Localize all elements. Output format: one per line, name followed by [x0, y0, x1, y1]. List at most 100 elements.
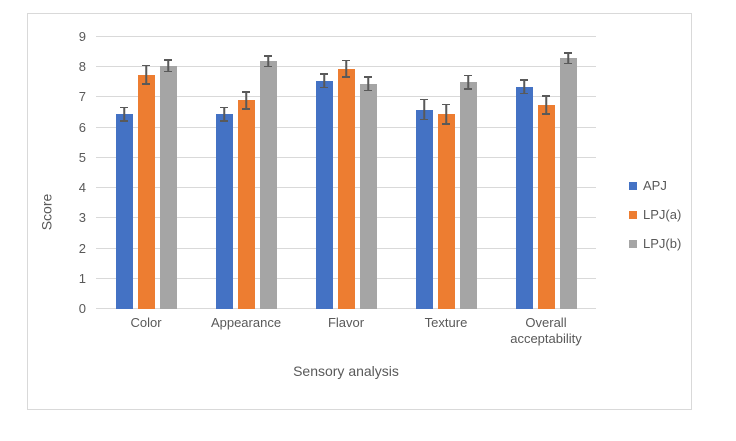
- y-tick-label-7: 7: [78, 89, 86, 105]
- error-bar-cap-bottom: [442, 123, 450, 125]
- error-bar: [420, 98, 428, 121]
- error-bar-cap-bottom: [342, 76, 350, 78]
- error-bar-line: [523, 79, 525, 95]
- error-bar: [464, 74, 472, 90]
- error-bar: [342, 59, 350, 78]
- error-bar-line: [567, 52, 569, 65]
- y-tick-label-4: 4: [78, 180, 86, 196]
- error-bar: [442, 103, 450, 125]
- error-bar-line: [323, 73, 325, 89]
- legend-item-lpja: LPJ(a): [629, 205, 681, 224]
- bar-apj-overall-acceptability: [515, 79, 533, 309]
- bar-group-texture: [396, 37, 496, 309]
- legend-item-apj: APJ: [629, 176, 681, 195]
- error-bar: [220, 106, 228, 122]
- y-tick-label-2: 2: [78, 240, 86, 256]
- bar-group-overall-acceptability: [496, 37, 596, 309]
- error-bar-cap-bottom: [220, 120, 228, 122]
- x-tick-label-texture: Texture: [424, 315, 468, 330]
- y-tick-label-9: 9: [78, 29, 86, 44]
- bar-group-appearance: [196, 37, 296, 309]
- bar-group-flavor: [296, 37, 396, 309]
- y-tick-label-5: 5: [78, 149, 86, 165]
- y-tick-label-8: 8: [78, 59, 86, 75]
- bar-lpja-appearance: [237, 91, 255, 309]
- error-bar-line: [245, 91, 247, 110]
- error-bar-cap-bottom: [142, 83, 150, 85]
- error-bar-cap-bottom: [242, 108, 250, 110]
- bar-apj-texture: [415, 98, 433, 309]
- error-bar-cap-top: [542, 95, 550, 97]
- error-bar-cap-bottom: [364, 89, 372, 92]
- x-tick-label-overall-acceptability: Overall acceptability: [510, 315, 582, 346]
- bar-apj-flavor: [315, 73, 333, 309]
- y-tick-label-6: 6: [78, 119, 86, 135]
- bar-lpja-flavor: [337, 59, 355, 309]
- x-tick-label-color: Color: [130, 315, 162, 330]
- error-bar-line: [345, 59, 347, 78]
- error-bar-cap-bottom: [542, 113, 550, 115]
- legend-item-lpjb: LPJ(b): [629, 234, 681, 253]
- error-bar-cap-top: [242, 91, 250, 93]
- bar-lpjb-texture: [459, 74, 477, 309]
- legend-swatch-icon: [629, 210, 637, 219]
- error-bar-line: [145, 64, 147, 85]
- x-axis-category-labels: Color Appearance Flavor Texture Overall acce…: [96, 315, 596, 347]
- error-bar: [542, 95, 550, 115]
- error-bar-line: [423, 98, 425, 121]
- error-bar-cap-top: [564, 52, 572, 54]
- error-bar-cap-top: [164, 59, 172, 61]
- error-bar-cap-top: [320, 73, 328, 75]
- bar-lpja-overall-acceptability: [537, 95, 555, 309]
- error-bar-cap-bottom: [264, 65, 272, 68]
- bar-lpja-texture: [437, 103, 455, 309]
- error-bar-line: [545, 95, 547, 115]
- bar-lpja-color: [137, 64, 155, 309]
- error-bar-cap-top: [220, 106, 228, 109]
- bar-lpjb-overall-acceptability: [559, 52, 577, 309]
- error-bar-line: [123, 106, 125, 122]
- error-bar-cap-bottom: [464, 88, 472, 90]
- bar-apj-appearance: [215, 106, 233, 309]
- bar-lpjb-color: [159, 59, 177, 309]
- error-bar: [520, 79, 528, 95]
- y-tick-label-3: 3: [78, 210, 86, 226]
- error-bar: [164, 59, 172, 73]
- x-axis-title: Sensory analysis: [293, 363, 399, 379]
- error-bar: [264, 55, 272, 68]
- error-bar-line: [445, 103, 447, 125]
- error-bar-cap-top: [142, 64, 150, 67]
- error-bar: [142, 64, 150, 85]
- y-tick-label-1: 1: [78, 270, 86, 286]
- bar-groups: [96, 37, 596, 309]
- legend-label: LPJ(a): [643, 207, 682, 222]
- error-bar-line: [167, 59, 169, 73]
- gridline-y-9: [96, 36, 596, 37]
- error-bar: [320, 73, 328, 89]
- error-bar-cap-top: [364, 76, 372, 78]
- error-bar-cap-top: [442, 103, 450, 106]
- plot-area: [96, 36, 596, 309]
- bar-lpjb-flavor: [359, 76, 377, 309]
- y-tick-label-0: 0: [78, 301, 86, 316]
- error-bar-line: [467, 74, 469, 90]
- error-bar-cap-bottom: [120, 120, 128, 122]
- legend-label: LPJ(b): [643, 236, 682, 251]
- error-bar-cap-top: [120, 106, 128, 109]
- legend-label: APJ: [643, 178, 667, 193]
- chart-legend: APJ LPJ(a) LPJ(b): [629, 176, 681, 253]
- error-bar-cap-top: [464, 74, 472, 77]
- error-bar-cap-bottom: [564, 62, 572, 65]
- error-bar-line: [367, 76, 369, 92]
- x-tick-label-appearance: Appearance: [210, 315, 282, 330]
- error-bar-line: [267, 55, 269, 68]
- error-bar-cap-bottom: [420, 118, 428, 121]
- bar-apj-color: [115, 106, 133, 309]
- bar-group-color: [96, 37, 196, 309]
- error-bar: [120, 106, 128, 122]
- error-bar-cap-bottom: [164, 70, 172, 73]
- error-bar: [364, 76, 372, 92]
- bar-lpjb-appearance: [259, 55, 277, 309]
- error-bar-cap-top: [342, 59, 350, 62]
